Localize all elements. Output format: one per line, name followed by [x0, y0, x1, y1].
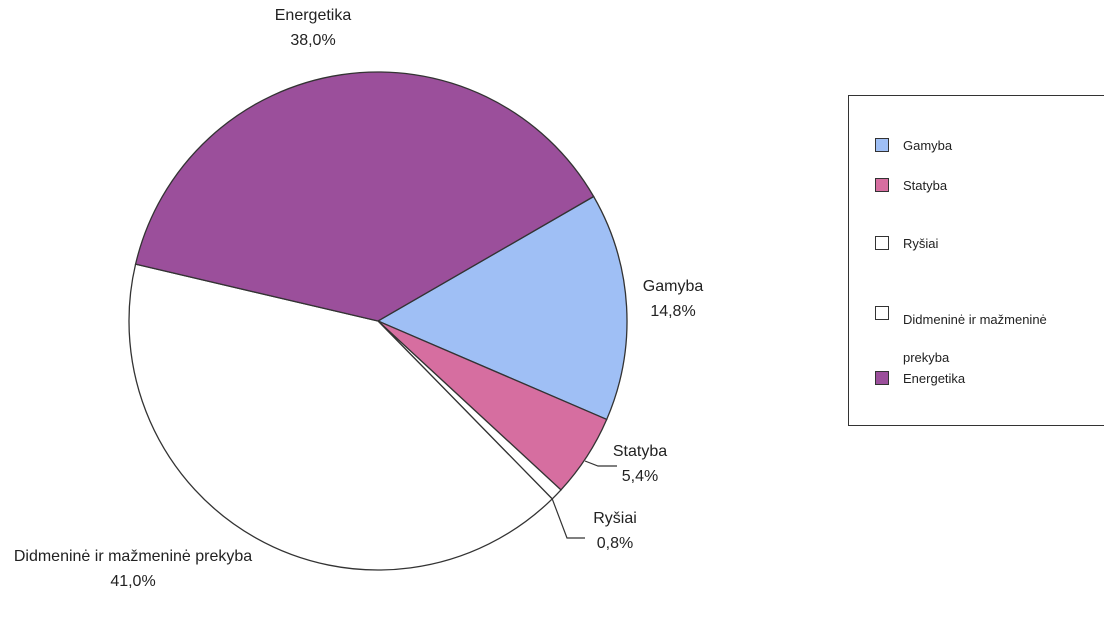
legend-swatch — [875, 371, 889, 385]
legend-item: Statyba — [875, 173, 1095, 199]
legend-label: Gamyba — [903, 138, 953, 153]
legend-item: Gamyba — [875, 133, 1095, 159]
pie-slice — [128, 263, 554, 571]
legend: Gamyba Statyba Ryšiai Didmeninė ir mažmenin… — [848, 95, 1104, 426]
slice-name: Ryšiai — [593, 510, 637, 527]
leader-line — [584, 460, 617, 467]
slice-label: Energetika 38,0% — [233, 3, 393, 53]
legend-swatch — [875, 236, 889, 250]
slice-label: Gamyba 14,8% — [623, 274, 723, 324]
legend-label: Statyba — [903, 178, 948, 193]
legend-swatch — [875, 138, 889, 152]
legend-label: Ryšiai — [903, 236, 939, 251]
slice-value: 38,0% — [290, 32, 336, 49]
slice-label: Ryšiai 0,8% — [555, 506, 675, 556]
legend-swatch — [875, 306, 889, 320]
legend-item: Energetika — [875, 366, 1095, 392]
legend-swatch — [875, 178, 889, 192]
slice-name: Statyba — [612, 443, 668, 460]
slice-name: Didmeninė ir mažmeninė prekyba — [13, 548, 253, 565]
slice-value: 41,0% — [110, 573, 156, 590]
slice-name: Energetika — [274, 7, 352, 24]
slice-value: 14,8% — [650, 303, 696, 320]
slice-name: Gamyba — [642, 278, 704, 295]
pie-slice — [376, 195, 628, 421]
slice-label: Statyba 5,4% — [580, 439, 700, 489]
leader-line — [549, 492, 585, 539]
slice-value: 5,4% — [621, 468, 659, 485]
slice-label: Didmeninė ir mažmeninė prekyba 41,0% — [0, 544, 266, 594]
legend-label: Energetika — [903, 371, 966, 386]
legend-item: Didmeninė ir mažmeninė prekyba — [875, 301, 1095, 377]
legend-label: Didmeninė ir mažmeninė prekyba — [903, 312, 1047, 365]
pie-slice — [134, 71, 595, 322]
legend-item: Ryšiai — [875, 231, 1095, 257]
slice-value: 0,8% — [596, 535, 634, 552]
